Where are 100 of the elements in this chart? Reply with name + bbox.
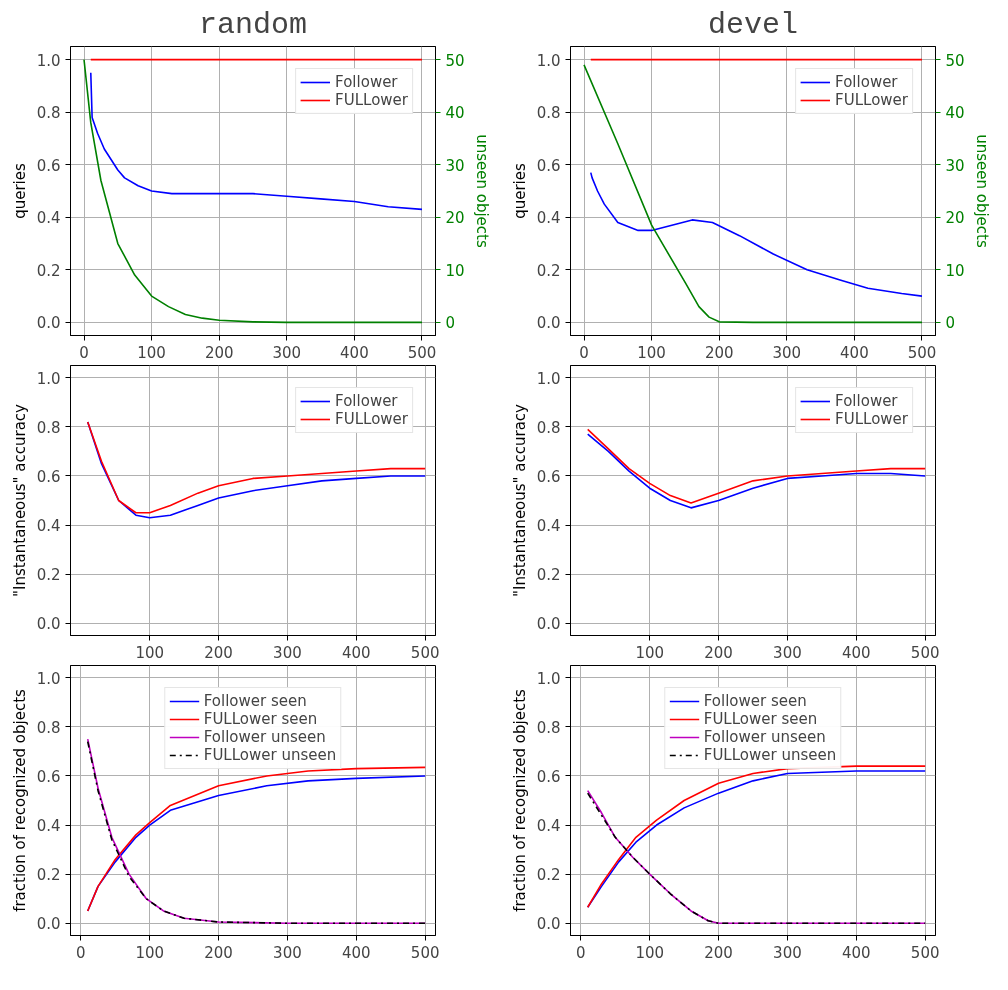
y-tick-label: 0.6 xyxy=(36,767,61,786)
chart-title: devel xyxy=(707,7,799,42)
legend-label: Follower xyxy=(835,73,898,91)
y-tick-label: 0.2 xyxy=(536,566,561,585)
y-tick-label: 0.8 xyxy=(536,104,561,123)
x-tick-label: 300 xyxy=(272,343,302,362)
y2-tick-label: 50 xyxy=(945,51,965,70)
x-tick-label: 200 xyxy=(704,643,733,662)
legend-label: FULLower xyxy=(835,410,908,428)
legend-label: FULLower xyxy=(335,410,408,428)
y-tick-label: 1.0 xyxy=(536,669,561,688)
x-tick-label: 100 xyxy=(635,643,665,662)
y-tick-label: 0.6 xyxy=(36,467,61,486)
legend-label: FULLower seen xyxy=(203,710,318,728)
y2-tick-label: 40 xyxy=(445,104,465,123)
y2-tick-label: 20 xyxy=(945,209,965,228)
x-tick-label: 400 xyxy=(841,943,871,962)
x-tick-label: 400 xyxy=(840,343,869,362)
y-tick-label: 1.0 xyxy=(36,369,61,388)
legend-label: Follower unseen xyxy=(203,728,326,746)
x-tick-label: 0 xyxy=(79,343,89,362)
y2-tick-label: 0 xyxy=(945,314,956,333)
y-tick-label: 0.8 xyxy=(36,104,61,123)
y2-tick-label: 10 xyxy=(945,261,965,280)
x-tick-label: 400 xyxy=(841,643,871,662)
y-tick-label: 0.6 xyxy=(536,156,561,175)
x-tick-label: 300 xyxy=(273,643,302,662)
legend-label: Follower xyxy=(335,392,398,410)
legend-label: FULLower unseen xyxy=(203,746,337,764)
y2-tick-label: 30 xyxy=(445,156,465,175)
y2-tick-label: 0 xyxy=(445,314,456,333)
legend-label: Follower xyxy=(835,392,898,410)
x-tick-label: 200 xyxy=(204,643,233,662)
y-tick-label: 0.8 xyxy=(36,418,61,437)
y-tick-label: 0.0 xyxy=(36,615,61,634)
x-tick-label: 100 xyxy=(135,643,165,662)
y-tick-label: 0.4 xyxy=(536,817,561,836)
y-tick-label: 0.0 xyxy=(536,915,561,934)
y2-tick-label: 10 xyxy=(445,261,465,280)
x-tick-label: 500 xyxy=(907,343,937,362)
y-tick-label: 0.0 xyxy=(36,314,61,333)
x-tick-label: 400 xyxy=(341,943,371,962)
y-tick-label: 1.0 xyxy=(536,51,561,70)
y-tick-label: 0.6 xyxy=(536,767,561,786)
legend-label: Follower unseen xyxy=(703,728,826,746)
x-tick-label: 400 xyxy=(340,343,369,362)
chart-title: random xyxy=(198,7,308,42)
y-tick-label: 1.0 xyxy=(536,369,561,388)
x-tick-label: 200 xyxy=(704,343,734,362)
y2-axis-title: unseen objects xyxy=(472,134,491,248)
x-tick-label: 300 xyxy=(773,943,802,962)
x-tick-label: 400 xyxy=(341,643,371,662)
y-tick-label: 0.6 xyxy=(536,467,561,486)
y-tick-label: 0.2 xyxy=(36,261,61,280)
x-tick-label: 500 xyxy=(410,943,440,962)
y-tick-label: 1.0 xyxy=(36,669,61,688)
legend-label: FULLower xyxy=(835,91,908,109)
y-tick-label: 0.8 xyxy=(36,718,61,737)
x-tick-label: 0 xyxy=(579,343,589,362)
y-tick-label: 0.4 xyxy=(536,209,561,228)
x-tick-label: 200 xyxy=(204,943,233,962)
legend-label: Follower xyxy=(335,73,398,91)
x-tick-label: 200 xyxy=(704,943,733,962)
x-tick-label: 500 xyxy=(410,643,440,662)
y-tick-label: 1.0 xyxy=(36,51,61,70)
y-axis-title: queries xyxy=(10,163,29,219)
legend-label: FULLower unseen xyxy=(703,746,837,764)
y-tick-label: 0.0 xyxy=(36,915,61,934)
y-axis-title: queries xyxy=(510,163,529,219)
x-tick-label: 0 xyxy=(76,943,86,962)
x-tick-label: 100 xyxy=(637,343,666,362)
y-tick-label: 0.2 xyxy=(536,261,561,280)
y2-tick-label: 20 xyxy=(445,209,465,228)
y2-axis-title: unseen objects xyxy=(972,134,991,248)
y-axis-title: "Instantaneous" accuracy xyxy=(10,403,29,597)
y-axis-title: "Instantaneous" accuracy xyxy=(510,403,529,597)
legend-label: Follower seen xyxy=(703,692,807,710)
x-tick-label: 200 xyxy=(204,343,234,362)
y-tick-label: 0.6 xyxy=(36,156,61,175)
x-tick-label: 0 xyxy=(576,943,586,962)
y-axis-title: fraction of recognized objects xyxy=(510,688,529,912)
y2-tick-label: 50 xyxy=(445,51,465,70)
legend-label: FULLower xyxy=(335,91,408,109)
x-tick-label: 100 xyxy=(137,343,166,362)
x-tick-label: 300 xyxy=(773,643,802,662)
legend-label: Follower seen xyxy=(203,692,307,710)
y-tick-label: 0.8 xyxy=(536,718,561,737)
y-tick-label: 0.8 xyxy=(536,418,561,437)
y-tick-label: 0.4 xyxy=(536,517,561,536)
x-tick-label: 300 xyxy=(772,343,802,362)
y-tick-label: 0.4 xyxy=(36,817,61,836)
y2-tick-label: 30 xyxy=(945,156,965,175)
y2-tick-label: 40 xyxy=(945,104,965,123)
x-tick-label: 300 xyxy=(273,943,302,962)
x-tick-label: 100 xyxy=(635,943,665,962)
y-tick-label: 0.2 xyxy=(536,866,561,885)
x-tick-label: 100 xyxy=(135,943,165,962)
y-tick-label: 0.0 xyxy=(536,615,561,634)
y-tick-label: 0.4 xyxy=(36,517,61,536)
x-tick-label: 500 xyxy=(910,643,940,662)
